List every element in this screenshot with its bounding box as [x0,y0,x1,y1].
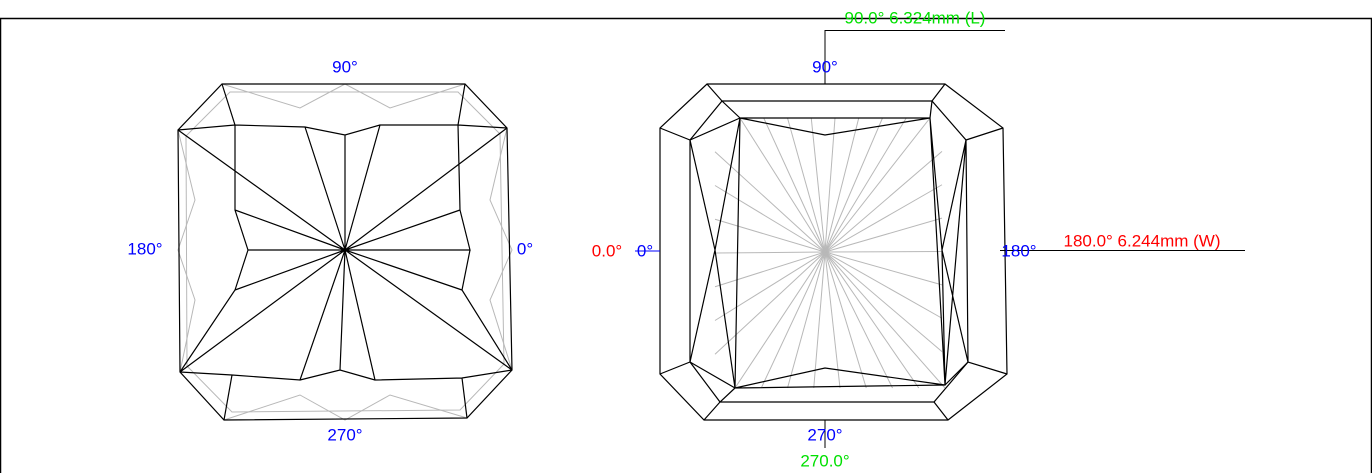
right-gem: 90.0° 6.324mm (L) 90° 0.0° 0° 180° 180.0… [592,8,1245,470]
facet-line [714,185,826,253]
facet-line [824,117,836,253]
facet-line [824,251,920,389]
facet-line [763,117,826,253]
facet-line [824,251,841,389]
facet-line [824,251,946,389]
facet-line [824,251,893,389]
angle-label: 180° [127,239,162,258]
left-gem: 90° 180° 0° 270° [127,57,533,444]
facet-line [714,251,826,355]
facet-line [824,251,943,253]
dimension-label: 180.0° 6.244mm (W) [1063,231,1220,250]
facet-line [810,117,826,253]
angle-label: 270° [807,425,842,444]
facet-line [824,184,943,253]
facet-line [824,251,943,353]
facet-line [714,251,826,288]
facet-line [787,251,826,389]
facet-line [714,151,826,253]
facet-line [787,117,826,253]
angle-label: 270.0° [800,451,849,470]
angle-label: 0° [517,239,533,258]
facet-line [824,251,943,286]
gem-facets [177,83,513,421]
dimension-label: 90.0° 6.324mm (L) [845,8,986,27]
facet-line [824,251,943,319]
facet-line [760,251,826,389]
facet-line [714,251,826,321]
facet-line [824,117,931,253]
facet-line [714,218,826,253]
facet-line [824,117,883,253]
facet-line [824,251,867,389]
angle-label: 90° [332,57,358,76]
angle-label: 90° [812,57,838,76]
angle-label: 270° [327,425,362,444]
facet-line [824,217,943,253]
facet-line [824,117,860,253]
facet-line [734,251,826,389]
facet-line [824,117,907,253]
facet-line [714,251,826,254]
gem-girdle [185,91,505,413]
facet-line [824,150,943,253]
gem-facets [659,83,1008,421]
facet-line [813,251,826,389]
angle-label: 0.0° [592,241,622,260]
facet-line [739,117,826,253]
angle-label: 180° [1001,241,1036,260]
angle-label: 0° [637,241,653,260]
